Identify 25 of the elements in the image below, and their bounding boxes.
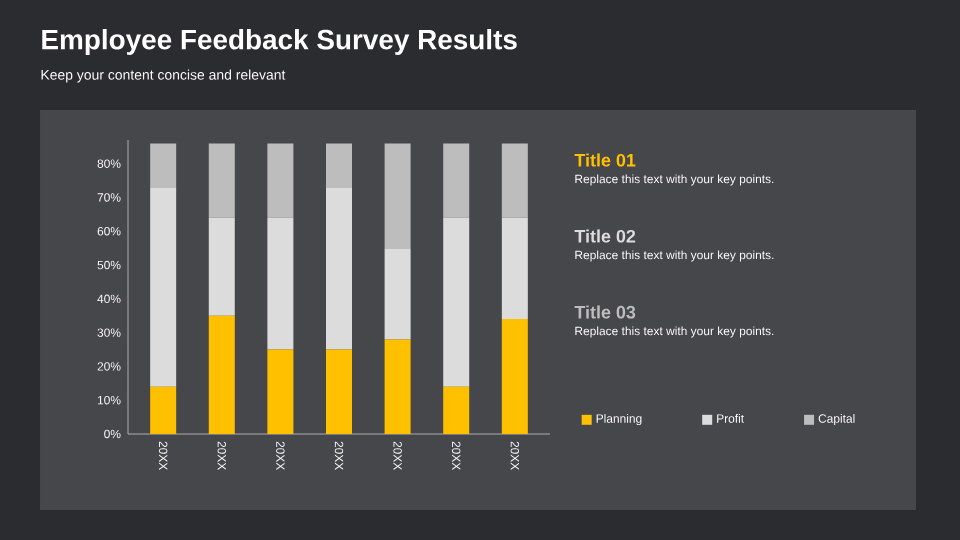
bar — [150, 187, 177, 387]
text: Title 03 — [574, 305, 636, 319]
bar — [443, 386, 470, 434]
bar — [443, 217, 470, 387]
text: Title 01 — [574, 153, 636, 167]
bar — [384, 339, 411, 434]
bar — [326, 349, 352, 434]
bar — [501, 319, 528, 434]
bar — [208, 315, 235, 434]
bar — [267, 143, 294, 218]
bar — [208, 143, 235, 218]
chart-title: Employee Feedback Survey Results — [42, 28, 517, 55]
bar — [501, 217, 528, 320]
bar — [208, 217, 235, 316]
bar — [150, 143, 177, 188]
bar — [384, 143, 411, 249]
bar — [326, 187, 352, 350]
bar — [501, 143, 528, 218]
bar — [443, 143, 470, 218]
text: Title 02 — [574, 229, 636, 243]
bar — [267, 349, 294, 434]
bar — [267, 217, 294, 350]
bar — [150, 386, 177, 434]
bar — [384, 248, 411, 340]
bar — [326, 143, 352, 188]
